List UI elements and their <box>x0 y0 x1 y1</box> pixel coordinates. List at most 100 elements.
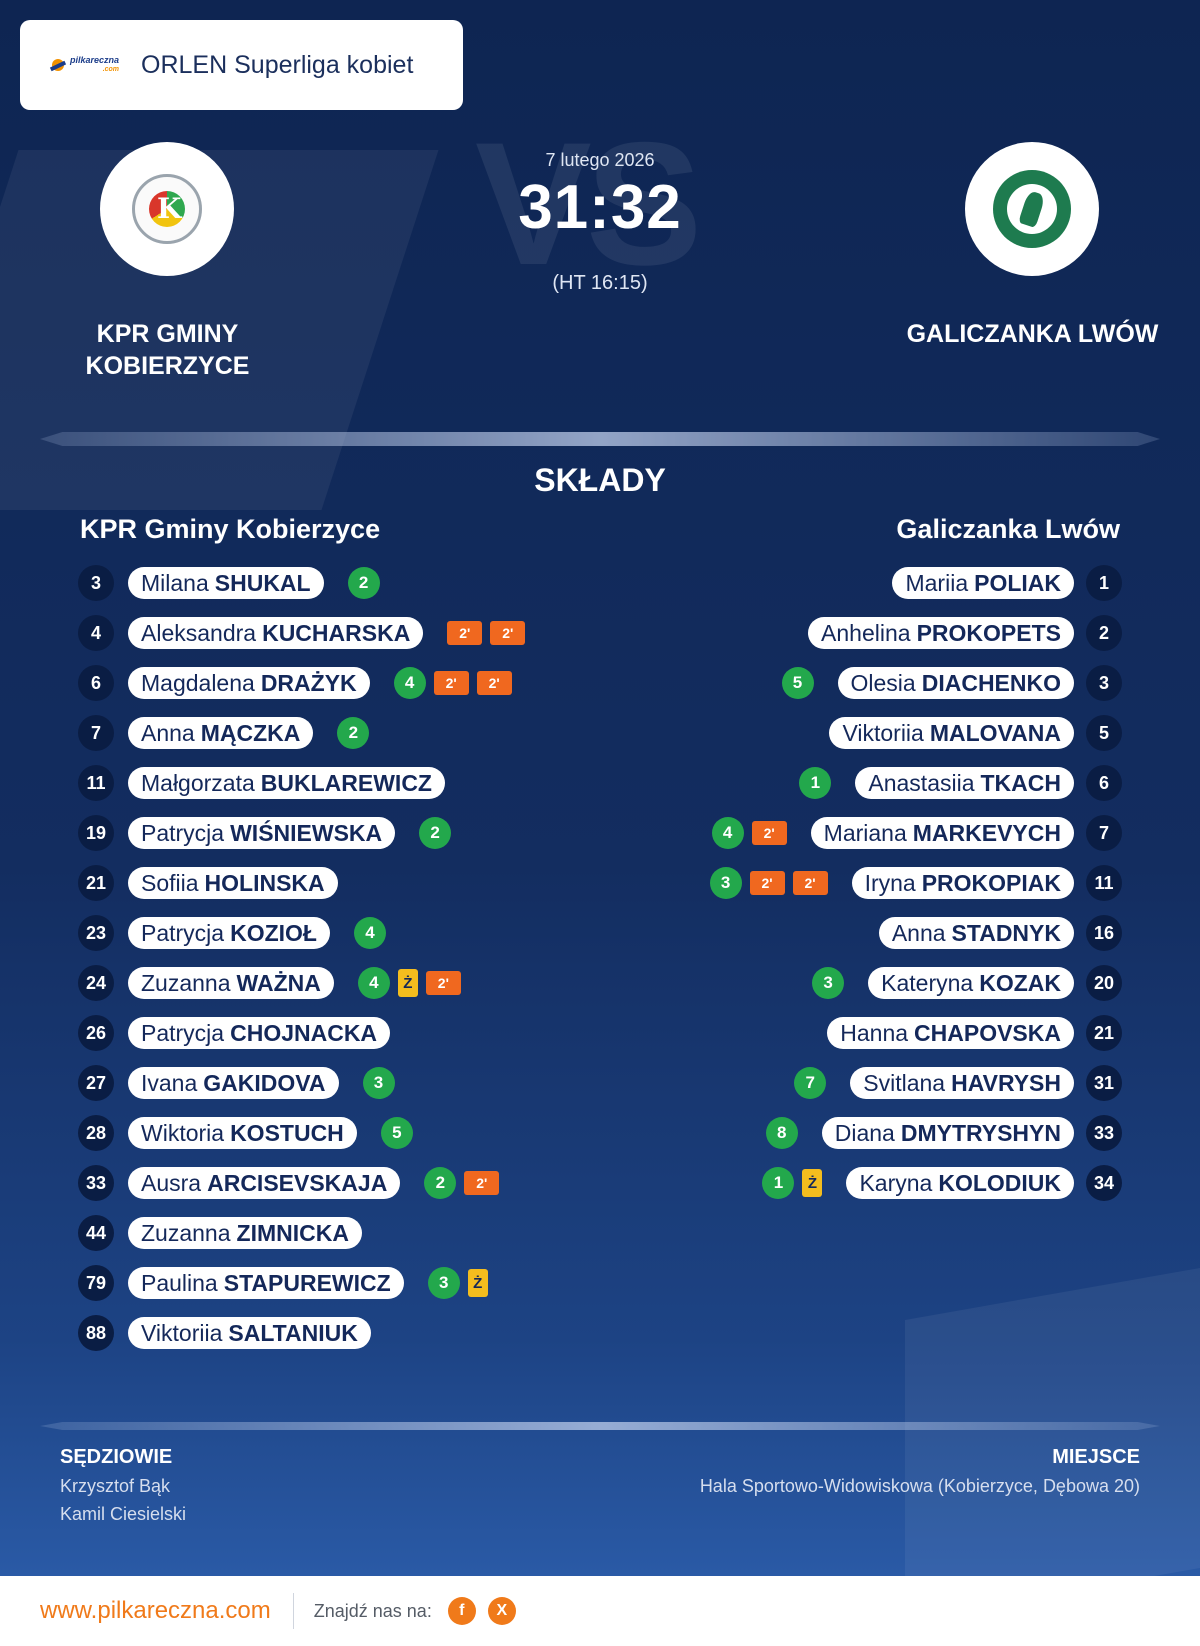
player-row: 27 Ivana GAKIDOVA 3 <box>78 1058 598 1108</box>
player-last-name: CHAPOVSKA <box>914 1019 1061 1046</box>
player-last-name: PROKOPIAK <box>921 869 1061 896</box>
away-team-logo <box>965 142 1099 276</box>
player-name: Karyna KOLODIUK <box>846 1167 1074 1199</box>
player-events: 2' 4 <box>711 817 787 849</box>
league-title: ORLEN Superliga kobiet <box>141 50 414 79</box>
player-name: Iryna PROKOPIAK <box>851 867 1074 899</box>
player-row: 33 Diana DMYTRYSHYN 8 <box>602 1108 1122 1158</box>
player-first-name: Patrycja <box>141 919 225 946</box>
pilkareczna-logo[interactable]: pilkareczna .com <box>50 56 119 74</box>
player-number: 26 <box>78 1015 114 1051</box>
player-last-name: KOLODIUK <box>938 1169 1061 1196</box>
player-name: Magdalena DRAŻYK <box>128 667 370 699</box>
player-name: Zuzanna ZIMNICKA <box>128 1217 362 1249</box>
player-number: 3 <box>78 565 114 601</box>
match-score: 31:32 <box>518 173 682 242</box>
logo-name: pilkareczna <box>70 55 120 65</box>
player-first-name: Hanna <box>840 1019 909 1046</box>
away-team-name: GALICZANKA LWÓW <box>906 320 1159 348</box>
goals-badge: 3 <box>709 867 742 899</box>
player-name: Svitlana HAVRYSH <box>850 1067 1074 1099</box>
player-row: 21 Sofiia HOLINSKA <box>78 858 598 908</box>
league-header: pilkareczna .com ORLEN Superliga kobiet <box>20 20 463 110</box>
player-row: 19 Patrycja WIŚNIEWSKA 2 <box>78 808 598 858</box>
referees-title: SĘDZIOWIE <box>60 1446 173 1468</box>
player-last-name: DRAŻYK <box>260 669 357 696</box>
player-name: Anna MĄCZKA <box>128 717 314 749</box>
player-row: 6 Anastasiia TKACH 1 <box>602 758 1122 808</box>
player-row: 31 Svitlana HAVRYSH 7 <box>602 1058 1122 1108</box>
player-name: Anna STADNYK <box>878 917 1074 949</box>
player-first-name: Wiktoria <box>141 1119 225 1146</box>
player-events: 3 <box>362 1067 395 1099</box>
player-first-name: Viktoriia <box>842 719 924 746</box>
player-last-name: STADNYK <box>951 919 1061 946</box>
player-row: 44 Zuzanna ZIMNICKA <box>78 1208 598 1258</box>
player-last-name: STAPUREWICZ <box>223 1269 391 1296</box>
player-last-name: WIŚNIEWSKA <box>230 819 383 846</box>
player-row: 34 Karyna KOLODIUK Ż 1 <box>602 1158 1122 1208</box>
player-events: 2' 2' <box>447 621 526 645</box>
facebook-icon[interactable]: f <box>447 1597 476 1625</box>
suspension-badge: 2' <box>425 971 461 995</box>
player-name: Viktoriia MALOVANA <box>829 717 1074 749</box>
player-row: 2 Anhelina PROKOPETS <box>602 608 1122 658</box>
player-last-name: ARCISEVSKAJA <box>207 1169 388 1196</box>
player-name: Sofiia HOLINSKA <box>128 867 338 899</box>
player-last-name: ZIMNICKA <box>236 1219 349 1246</box>
player-first-name: Anhelina <box>821 619 911 646</box>
divider <box>40 1422 1160 1430</box>
player-name: Hanna CHAPOVSKA <box>827 1017 1074 1049</box>
player-number: 2 <box>1086 615 1122 651</box>
player-last-name: MALOVANA <box>929 719 1061 746</box>
player-first-name: Viktoriia <box>141 1319 223 1346</box>
goals-badge: 1 <box>762 1167 795 1199</box>
player-name: Aleksandra KUCHARSKA <box>128 617 424 649</box>
player-events: 2 <box>347 567 380 599</box>
goals-badge: 4 <box>711 817 744 849</box>
player-name: Patrycja KOZIOŁ <box>128 917 330 949</box>
player-first-name: Mariana <box>823 819 907 846</box>
player-events: 4 2' 2' <box>393 667 512 699</box>
player-last-name: KUCHARSKA <box>262 619 411 646</box>
find-us-label: Znajdź nas na: <box>313 1600 432 1621</box>
home-team-logo <box>100 142 234 276</box>
player-first-name: Patrycja <box>141 1019 225 1046</box>
player-first-name: Małgorzata <box>141 769 255 796</box>
kobierzyce-crest-icon <box>132 174 202 244</box>
home-team-name: KPR GMINY KOBIERZYCE <box>85 320 250 380</box>
player-last-name: TKACH <box>980 769 1062 796</box>
match-graphic: VS pilkareczna .com ORLEN Superliga kobi… <box>0 0 1200 1576</box>
player-last-name: POLIAK <box>974 569 1061 596</box>
player-name: Ausra ARCISEVSKAJA <box>128 1167 401 1199</box>
player-row: 6 Magdalena DRAŻYK 4 2' 2' <box>78 658 598 708</box>
away-lineup-title: Galiczanka Lwów <box>896 514 1120 544</box>
player-events: 4 <box>353 917 386 949</box>
suspension-badge: 2' <box>792 871 828 895</box>
player-first-name: Anastasiia <box>868 769 975 796</box>
home-roster: 3 Milana SHUKAL 2 4 Aleksandra KUCHARSKA 2' 2' 6 M… <box>78 558 598 1358</box>
player-events: 3 <box>812 967 845 999</box>
player-row: 23 Patrycja KOZIOŁ 4 <box>78 908 598 958</box>
player-first-name: Svitlana <box>863 1069 946 1096</box>
suspension-badge: 2' <box>433 671 469 695</box>
player-events: 1 <box>799 767 832 799</box>
player-number: 4 <box>78 615 114 651</box>
player-number: 28 <box>78 1115 114 1151</box>
x-icon[interactable]: X <box>487 1597 516 1625</box>
player-row: 16 Anna STADNYK <box>602 908 1122 958</box>
player-events: 4 Ż 2' <box>357 967 461 999</box>
player-name: Patrycja WIŚNIEWSKA <box>128 817 396 849</box>
goals-badge: 4 <box>353 917 386 949</box>
player-number: 33 <box>78 1165 114 1201</box>
player-number: 31 <box>1086 1065 1122 1101</box>
player-events: 5 <box>380 1117 413 1149</box>
yellow-card-badge: Ż <box>397 969 418 997</box>
goals-badge: 8 <box>765 1117 798 1149</box>
vs-watermark: VS <box>475 107 702 302</box>
player-row: 4 Aleksandra KUCHARSKA 2' 2' <box>78 608 598 658</box>
player-row: 5 Viktoriia MALOVANA <box>602 708 1122 758</box>
website-link[interactable]: www.pilkareczna.com <box>40 1597 271 1624</box>
player-number: 6 <box>78 665 114 701</box>
player-row: 28 Wiktoria KOSTUCH 5 <box>78 1108 598 1158</box>
